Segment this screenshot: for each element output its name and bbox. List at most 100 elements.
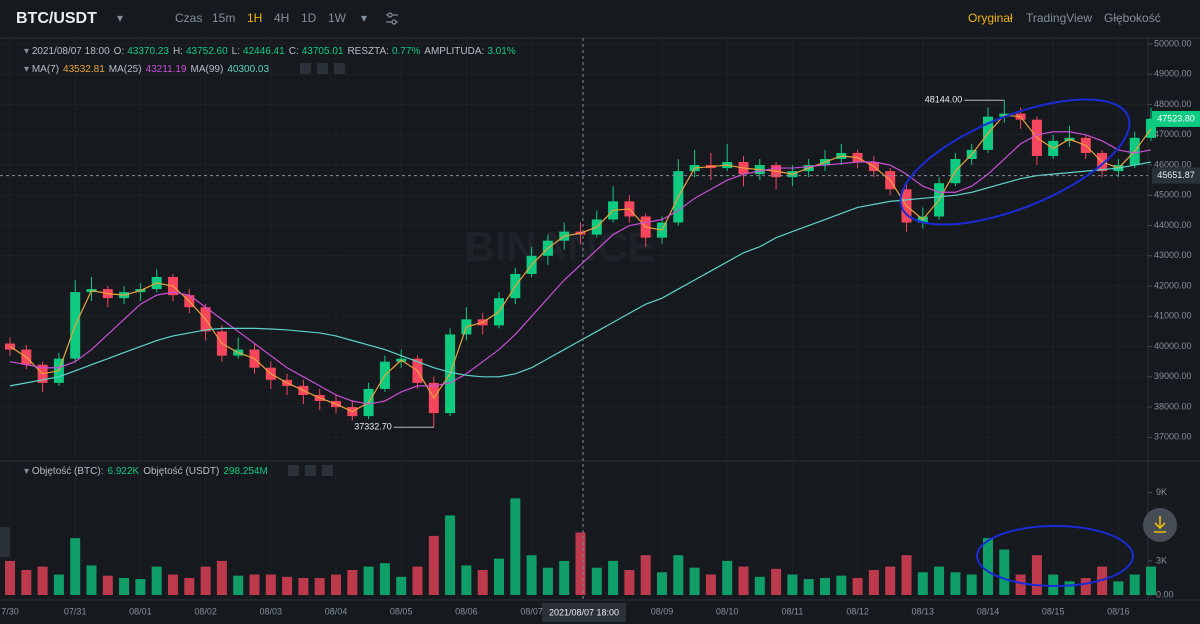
- x-tick-label: 08/15: [1042, 606, 1065, 616]
- volume-bar: [999, 549, 1010, 595]
- volume-bar: [575, 532, 586, 595]
- caret: ▾: [24, 46, 32, 57]
- caret: ▾: [24, 64, 32, 75]
- legend-name: MA(7): [32, 64, 59, 75]
- legend-value: 43211.19: [146, 64, 187, 75]
- volume-bar: [119, 577, 130, 595]
- volume-bar: [689, 567, 700, 595]
- legend-name: Objętość (BTC):: [32, 466, 104, 477]
- y-tick-label: 47000.00: [1154, 129, 1192, 139]
- x-tick-label: 08/05: [390, 606, 413, 616]
- volume-bar: [803, 579, 814, 595]
- volume-bar: [86, 565, 97, 595]
- y-tick-label: 43000.00: [1154, 250, 1192, 260]
- volume-bar: [70, 538, 81, 595]
- crosshair-time: 2021/08/07 18:00: [549, 607, 619, 617]
- volume-bar: [1015, 574, 1026, 595]
- volume-bar: [494, 558, 504, 595]
- view-tab[interactable]: Głębokość: [1104, 11, 1161, 25]
- annotation-label: 48144.00: [925, 95, 963, 105]
- volume-bar: [233, 575, 244, 595]
- volume-bar: [200, 566, 211, 595]
- info-value: 43705.01: [302, 46, 344, 57]
- info-label: C:: [289, 46, 299, 57]
- x-tick-label: 08/10: [716, 606, 739, 616]
- info-value: 43370.23: [127, 46, 169, 57]
- volume-bar: [738, 566, 749, 595]
- volume-bar: [917, 572, 928, 595]
- volume-bar: [657, 572, 667, 595]
- crosshair-price-box: [1152, 167, 1200, 184]
- legend-name: Objętość (USDT): [143, 466, 219, 477]
- y-tick-label: 41000.00: [1154, 311, 1192, 321]
- volume-legend: ▾ Objętość (BTC): 6.922K Objętość (USDT) 29…: [24, 466, 268, 477]
- ma-legend: ▾ MA(7) 43532.81 MA(25) 43211.19 MA(99) 40300…: [24, 64, 269, 75]
- volume-bar: [705, 574, 716, 595]
- volume-bar: [445, 515, 456, 595]
- hand-drawn-ellipse: [976, 525, 1134, 587]
- volume-bar: [37, 566, 48, 595]
- volume-bar: [168, 574, 178, 595]
- watermark: BINANCE: [464, 223, 655, 270]
- volume-bar: [722, 560, 733, 595]
- interval-caret[interactable]: ▾: [361, 11, 367, 25]
- info-value: 42446.41: [243, 46, 285, 57]
- candles: [5, 100, 1156, 428]
- volume-bar: [608, 560, 619, 595]
- y-tick-label: 46000.00: [1154, 159, 1192, 169]
- volume-bar: [950, 572, 961, 595]
- view-tab-active[interactable]: Oryginał: [968, 11, 1013, 25]
- volume-bar: [216, 560, 227, 595]
- info-label: H:: [173, 46, 183, 57]
- y-tick-label: 37000.00: [1154, 432, 1192, 442]
- interval[interactable]: 15m: [212, 11, 235, 25]
- volume-bar: [249, 574, 260, 595]
- ma-line: [9, 131, 1152, 405]
- volume-bar: [298, 577, 309, 595]
- interval-active[interactable]: 1H: [247, 11, 262, 25]
- volume-bar: [836, 575, 847, 595]
- hand-drawn-ellipse: [899, 98, 1131, 226]
- annotation-label: 37332.70: [354, 422, 392, 432]
- interval[interactable]: 1W: [328, 11, 347, 25]
- y-tick-label: 44000.00: [1154, 220, 1192, 230]
- y-tick-label: 0.00: [1156, 589, 1174, 599]
- y-tick-label: 3K: [1156, 555, 1167, 565]
- volume-bar: [1080, 577, 1091, 595]
- info-label: RESZTA:: [347, 46, 388, 57]
- interval[interactable]: 4H: [274, 11, 289, 25]
- volume-bar: [673, 555, 684, 595]
- info-value: 0.77%: [392, 46, 420, 57]
- legend-value: 298.254M: [223, 466, 267, 477]
- legend-buttons[interactable]: [288, 465, 333, 476]
- side-tab[interactable]: [0, 527, 10, 557]
- volume-bar: [1129, 574, 1140, 595]
- symbol[interactable]: BTC/USDT: [16, 10, 97, 27]
- volume-bar: [314, 577, 325, 595]
- volume-bar: [966, 574, 977, 595]
- view-tab[interactable]: TradingView: [1026, 11, 1092, 25]
- volume-bar: [885, 566, 896, 595]
- volume-bar: [934, 566, 945, 595]
- y-tick-label: 39000.00: [1154, 371, 1192, 381]
- volume-bar: [477, 569, 488, 595]
- legend-buttons[interactable]: [300, 63, 345, 74]
- y-tick-label: 49000.00: [1154, 69, 1192, 79]
- legend-name: MA(99): [191, 64, 224, 75]
- x-tick-label: 7/30: [1, 606, 19, 616]
- symbol-caret[interactable]: ▾: [117, 11, 123, 25]
- interval[interactable]: Czas: [175, 11, 202, 25]
- info-value: 3.01%: [487, 46, 515, 57]
- volume-bar: [102, 575, 113, 595]
- settings-icon[interactable]: [386, 12, 398, 25]
- volume-bar: [510, 498, 521, 595]
- info-time: 2021/08/07 18:00: [32, 46, 110, 57]
- legend-value: 43532.81: [63, 64, 105, 75]
- info-label: O:: [114, 46, 125, 57]
- volume-bar: [461, 565, 472, 595]
- interval[interactable]: 1D: [301, 11, 317, 25]
- volume-bar: [282, 576, 293, 595]
- crosshair-price: 45651.87: [1157, 170, 1195, 180]
